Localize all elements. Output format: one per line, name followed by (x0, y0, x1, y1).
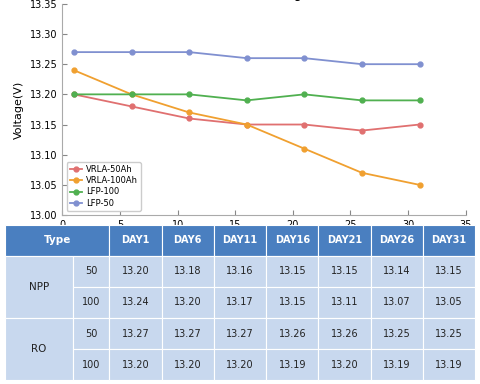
Text: 13.15: 13.15 (331, 266, 359, 276)
Text: 13.16: 13.16 (226, 266, 254, 276)
VRLA-50Ah (71, 92, 77, 97)
Text: 13.15: 13.15 (278, 297, 306, 308)
LFP-50 (359, 62, 365, 66)
LFP-100 (244, 98, 250, 103)
Text: 13.19: 13.19 (278, 359, 306, 370)
VRLA-100Ah (417, 182, 422, 187)
Text: 13.20: 13.20 (174, 297, 202, 308)
Text: DAY26: DAY26 (379, 235, 414, 245)
Text: 50: 50 (85, 266, 97, 276)
Text: DAY16: DAY16 (275, 235, 310, 245)
VRLA-100Ah (186, 110, 192, 115)
Text: 13.20: 13.20 (121, 359, 149, 370)
Text: DAY21: DAY21 (327, 235, 362, 245)
VRLA-50Ah (417, 122, 422, 127)
Text: 13.19: 13.19 (435, 359, 463, 370)
Text: DAY11: DAY11 (222, 235, 258, 245)
Text: DAY1: DAY1 (121, 235, 150, 245)
Line: VRLA-100Ah: VRLA-100Ah (72, 68, 422, 187)
LFP-50 (186, 50, 192, 55)
LFP-100 (301, 92, 307, 97)
LFP-50 (417, 62, 422, 66)
Text: 13.15: 13.15 (278, 266, 306, 276)
Text: 13.15: 13.15 (435, 266, 463, 276)
VRLA-100Ah (129, 92, 134, 97)
LFP-100 (71, 92, 77, 97)
Text: 13.26: 13.26 (331, 328, 359, 339)
Text: 13.17: 13.17 (226, 297, 254, 308)
Text: 13.11: 13.11 (331, 297, 358, 308)
Text: 13.25: 13.25 (435, 328, 463, 339)
VRLA-100Ah (359, 170, 365, 175)
Text: 13.26: 13.26 (278, 328, 306, 339)
VRLA-50Ah (301, 122, 307, 127)
Text: 13.20: 13.20 (226, 359, 254, 370)
Line: LFP-50: LFP-50 (72, 50, 422, 66)
Text: 13.18: 13.18 (174, 266, 202, 276)
Text: 13.20: 13.20 (174, 359, 202, 370)
Text: 13.24: 13.24 (121, 297, 149, 308)
Text: 13.25: 13.25 (383, 328, 411, 339)
Text: DAY31: DAY31 (432, 235, 467, 245)
Text: Type: Type (43, 235, 71, 245)
VRLA-50Ah (186, 116, 192, 121)
Text: 100: 100 (82, 359, 100, 370)
Title: Self Discharge: Self Discharge (219, 0, 309, 1)
LFP-50 (71, 50, 77, 55)
VRLA-50Ah (359, 128, 365, 133)
Text: 13.20: 13.20 (331, 359, 359, 370)
Text: 13.05: 13.05 (435, 297, 463, 308)
Text: 50: 50 (85, 328, 97, 339)
Text: 13.07: 13.07 (383, 297, 410, 308)
LFP-50 (301, 56, 307, 60)
VRLA-100Ah (301, 146, 307, 151)
LFP-100 (417, 98, 422, 103)
Text: RO: RO (31, 344, 47, 354)
Text: 13.27: 13.27 (174, 328, 202, 339)
Line: LFP-100: LFP-100 (72, 92, 422, 103)
Text: 13.20: 13.20 (121, 266, 149, 276)
LFP-100 (359, 98, 365, 103)
LFP-50 (129, 50, 134, 55)
LFP-100 (186, 92, 192, 97)
VRLA-50Ah (129, 104, 134, 109)
LFP-100 (129, 92, 134, 97)
Text: DAY6: DAY6 (174, 235, 202, 245)
Legend: VRLA-50Ah, VRLA-100Ah, LFP-100, LFP-50: VRLA-50Ah, VRLA-100Ah, LFP-100, LFP-50 (67, 162, 141, 211)
Text: 100: 100 (82, 297, 100, 308)
LFP-50 (244, 56, 250, 60)
Text: 13.19: 13.19 (383, 359, 410, 370)
VRLA-100Ah (71, 68, 77, 73)
VRLA-100Ah (244, 122, 250, 127)
Text: 13.27: 13.27 (121, 328, 149, 339)
Y-axis label: Voltage(V): Voltage(V) (14, 80, 24, 139)
X-axis label: per 5 days: per 5 days (237, 235, 291, 245)
Text: 13.27: 13.27 (226, 328, 254, 339)
Text: 13.14: 13.14 (383, 266, 410, 276)
Line: VRLA-50Ah: VRLA-50Ah (72, 92, 422, 133)
Text: NPP: NPP (29, 282, 49, 292)
VRLA-50Ah (244, 122, 250, 127)
